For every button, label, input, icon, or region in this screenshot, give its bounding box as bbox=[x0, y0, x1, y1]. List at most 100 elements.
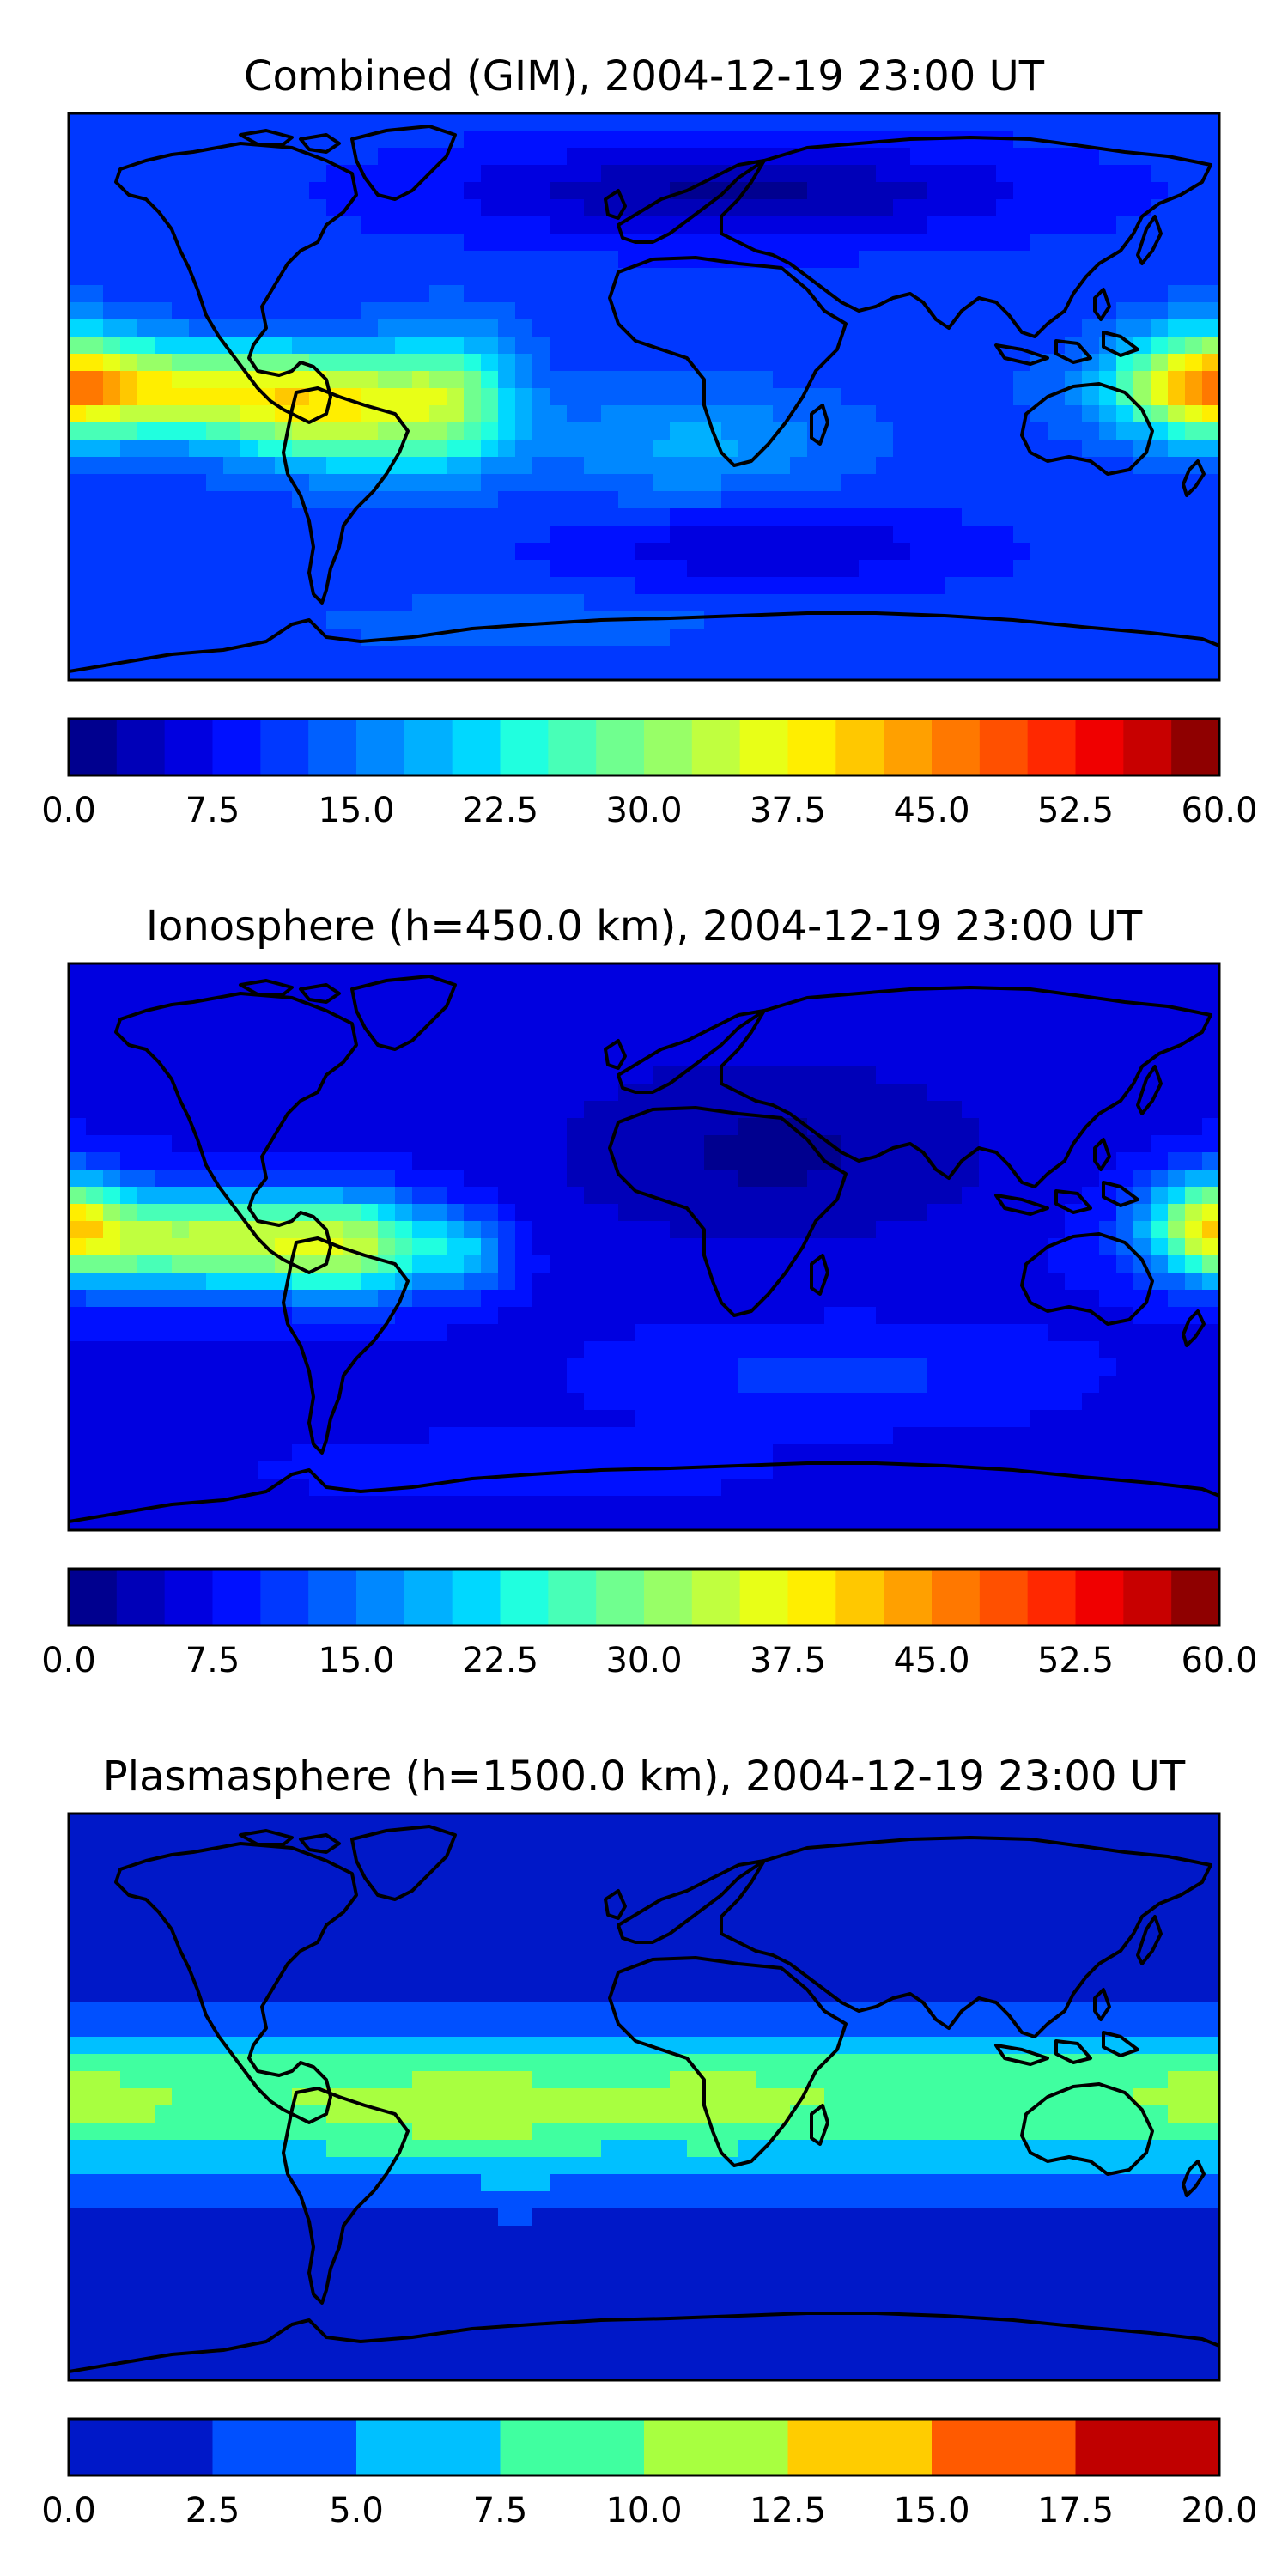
field-cell bbox=[756, 1084, 774, 1102]
field-cell bbox=[756, 1358, 774, 1376]
field-cell bbox=[584, 199, 602, 217]
field-cell bbox=[1168, 1135, 1186, 1153]
field-cell bbox=[447, 1238, 465, 1256]
field-cell bbox=[721, 1882, 739, 1900]
field-cell bbox=[910, 1273, 928, 1291]
field-cell bbox=[240, 199, 258, 217]
field-cell bbox=[103, 1255, 121, 1273]
field-cell bbox=[962, 1461, 980, 1479]
field-cell bbox=[1099, 440, 1117, 458]
field-cell bbox=[155, 963, 173, 981]
field-cell bbox=[395, 1427, 413, 1445]
field-cell bbox=[447, 113, 465, 131]
field-cell bbox=[447, 508, 465, 526]
field-cell bbox=[361, 1341, 379, 1359]
field-cell bbox=[567, 1049, 585, 1067]
field-cell bbox=[635, 1170, 653, 1188]
field-cell bbox=[601, 165, 619, 183]
field-cell bbox=[1116, 491, 1134, 509]
field-cell bbox=[361, 1170, 379, 1188]
field-cell bbox=[567, 1255, 585, 1273]
field-cell bbox=[86, 148, 104, 166]
field-cell bbox=[86, 1444, 104, 1462]
field-cell bbox=[1030, 251, 1048, 269]
colorbar-frame bbox=[67, 1567, 1221, 1627]
field-cell bbox=[876, 1066, 894, 1084]
field-cell bbox=[876, 1170, 894, 1188]
field-cell bbox=[601, 474, 619, 492]
field-cell bbox=[69, 302, 87, 320]
field-cell bbox=[103, 1135, 121, 1153]
field-cell bbox=[206, 1204, 224, 1222]
field-cell bbox=[687, 440, 705, 458]
field-cell bbox=[670, 646, 688, 664]
field-cell bbox=[464, 663, 482, 680]
field-cell bbox=[481, 998, 499, 1016]
field-cell bbox=[1116, 560, 1134, 578]
field-cell bbox=[979, 560, 997, 578]
field-cell bbox=[223, 422, 241, 440]
field-cell bbox=[137, 216, 155, 234]
field-cell bbox=[1133, 285, 1151, 303]
field-cell bbox=[326, 1135, 344, 1153]
field-cell bbox=[326, 1255, 344, 1273]
field-cell bbox=[910, 1204, 928, 1222]
field-cell bbox=[1116, 1032, 1134, 1050]
field-cell bbox=[1099, 1358, 1117, 1376]
field-cell bbox=[1013, 1238, 1031, 1256]
field-cell bbox=[1099, 508, 1117, 526]
field-cell bbox=[1082, 577, 1100, 595]
field-cell bbox=[1151, 1221, 1169, 1239]
field-cell bbox=[584, 526, 602, 544]
field-cell bbox=[1151, 1101, 1169, 1119]
field-cell bbox=[550, 1831, 568, 1849]
field-cell bbox=[1185, 1049, 1203, 1067]
field-cell bbox=[481, 388, 499, 406]
field-cell bbox=[69, 646, 87, 664]
field-cell bbox=[807, 629, 825, 647]
field-cell bbox=[1133, 508, 1151, 526]
field-cell bbox=[120, 1917, 138, 1935]
field-cell bbox=[292, 1135, 310, 1153]
field-cell bbox=[1151, 457, 1169, 475]
field-cell bbox=[756, 319, 774, 337]
field-cell bbox=[687, 182, 705, 200]
field-cell bbox=[86, 1118, 104, 1136]
field-cell bbox=[962, 1135, 980, 1153]
field-cell bbox=[1048, 981, 1066, 999]
field-cell bbox=[395, 526, 413, 544]
field-cell bbox=[223, 1393, 241, 1411]
field-cell bbox=[893, 1290, 911, 1308]
field-cell bbox=[1030, 268, 1048, 286]
field-cell bbox=[910, 491, 928, 509]
field-cell bbox=[343, 440, 361, 458]
field-cell bbox=[721, 1015, 739, 1033]
field-cell bbox=[584, 302, 602, 320]
field-cell bbox=[361, 543, 379, 561]
colorbar-swatch bbox=[356, 1569, 405, 1625]
field-cell bbox=[206, 594, 224, 612]
field-cell bbox=[1099, 526, 1117, 544]
field-cell bbox=[206, 1393, 224, 1411]
field-cell bbox=[635, 131, 653, 149]
field-cell bbox=[927, 1444, 945, 1462]
field-cell bbox=[1048, 285, 1066, 303]
field-cell bbox=[361, 963, 379, 981]
field-cell bbox=[223, 1170, 241, 1188]
field-cell bbox=[361, 1255, 379, 1273]
field-cell bbox=[258, 302, 276, 320]
field-cell bbox=[481, 1066, 499, 1084]
field-cell bbox=[635, 560, 653, 578]
field-cell bbox=[670, 1393, 688, 1411]
field-cell bbox=[859, 1135, 877, 1153]
field-cell bbox=[584, 337, 602, 355]
field-cell bbox=[584, 963, 602, 981]
field-cell bbox=[515, 1066, 533, 1084]
field-cell bbox=[378, 148, 396, 166]
field-cell bbox=[1099, 611, 1117, 629]
field-cell bbox=[481, 543, 499, 561]
field-cell bbox=[1202, 268, 1219, 286]
field-cell bbox=[601, 1393, 619, 1411]
field-cell bbox=[807, 182, 825, 200]
field-cell bbox=[240, 526, 258, 544]
